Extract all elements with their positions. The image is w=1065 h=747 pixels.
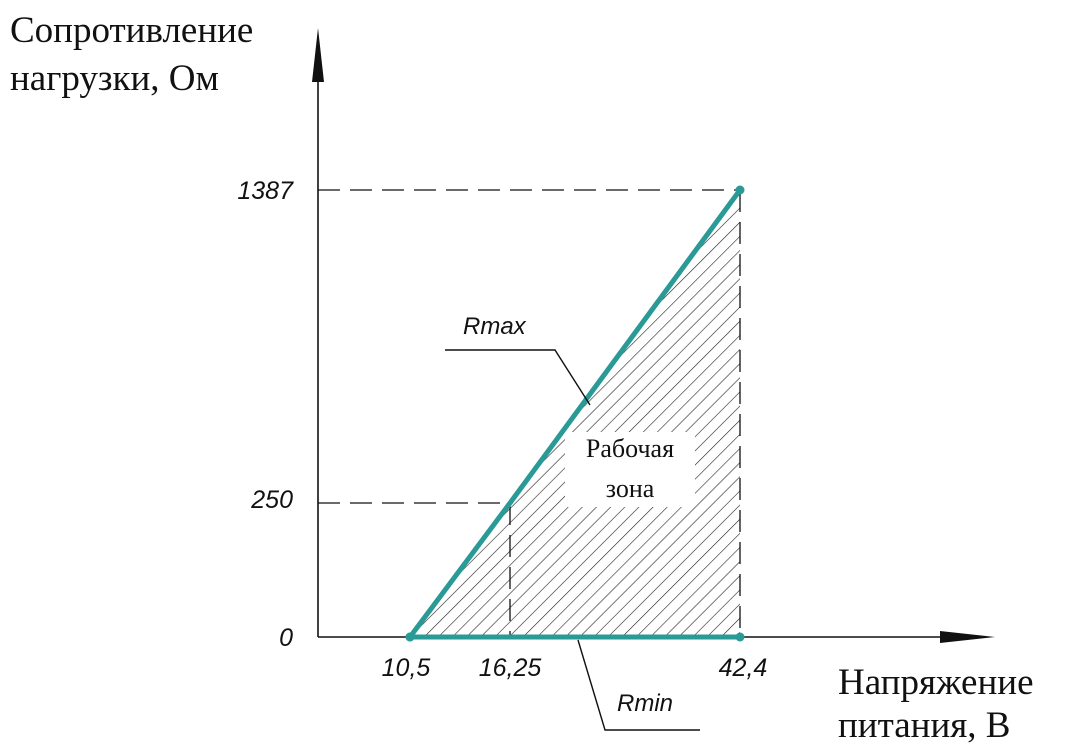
x-tick-label: 42,4 — [719, 654, 768, 682]
data-point-rmin — [405, 632, 415, 642]
rmin-leader-line — [577, 639, 700, 731]
working-zone-label-line-1: Рабочая — [586, 434, 674, 463]
x-axis-arrow — [940, 631, 995, 643]
x-axis-title-line-2: питания, В — [838, 705, 1010, 746]
series-line-rmax — [407, 187, 743, 640]
y-tick-label: 0 — [279, 624, 293, 652]
y-axis-title-line-2: нагрузки, Ом — [10, 58, 219, 99]
working-zone-label-bg — [565, 432, 695, 507]
y-tick-label: 250 — [250, 486, 293, 514]
rmax-leader-line — [445, 349, 591, 406]
data-point-rmax — [735, 185, 745, 195]
y-tick-label: 1387 — [237, 177, 294, 205]
x-axis-title-line-1: Напряжение — [838, 662, 1034, 703]
x-tick-label: 10,5 — [382, 654, 431, 682]
series-label-rmax: Rmax — [463, 313, 527, 340]
y-axis-title-line-1: Сопротивление — [10, 10, 253, 51]
x-tick-label: 16,25 — [479, 654, 542, 682]
y-axis-arrow — [312, 28, 324, 82]
series-label-rmin: Rmin — [617, 690, 673, 717]
data-point-rmin — [735, 632, 745, 642]
working-zone-label-line-2: зона — [606, 474, 655, 503]
